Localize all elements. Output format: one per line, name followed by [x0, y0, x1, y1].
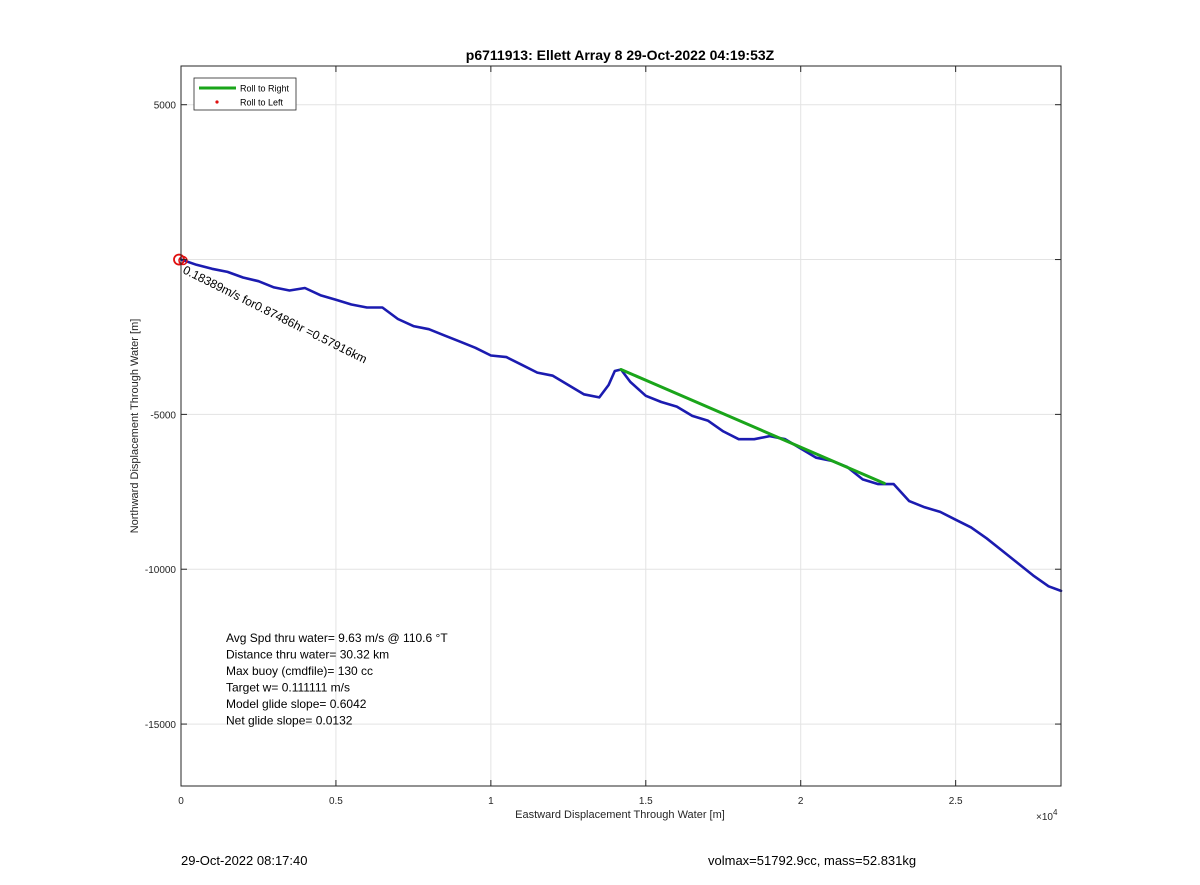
x-tick-label: 2.5: [949, 796, 963, 807]
stats-line: Net glide slope= 0.0132: [226, 714, 353, 728]
x-axis-exponent: ×104: [1036, 808, 1058, 823]
stats-block: Avg Spd thru water= 9.63 m/s @ 110.6 °T D…: [226, 631, 448, 728]
x-tick-label: 2: [798, 796, 804, 807]
chart-title: p6711913: Ellett Array 8 29-Oct-2022 04:…: [466, 47, 775, 63]
grid-lines: [180, 66, 1061, 786]
x-axis-exponent-power: 4: [1053, 808, 1058, 817]
y-tick-label: -5000: [150, 410, 176, 421]
track-annotation: 0.18389m/s for0.87486hr =0.57916km: [181, 263, 370, 366]
legend-box: [193, 77, 297, 111]
x-axis-exponent-base: ×10: [1036, 812, 1053, 823]
footer-timestamp: 29-Oct-2022 08:17:40: [181, 853, 308, 868]
y-tick-label: -10000: [145, 565, 177, 576]
stats-line: Model glide slope= 0.6042: [226, 697, 367, 711]
stats-line: Distance thru water= 30.32 km: [226, 648, 389, 662]
x-tick-label: 1.5: [639, 796, 653, 807]
stats-line: Avg Spd thru water= 9.63 m/s @ 110.6 °T: [226, 631, 448, 645]
x-axis-label: Eastward Displacement Through Water [m]: [515, 809, 725, 821]
x-tick-label: 1: [488, 796, 494, 807]
series-line-roll-to-right: [619, 368, 886, 485]
axes-box: [180, 65, 1062, 787]
legend-swatch-point: [215, 100, 219, 104]
y-tick-label: 5000: [154, 101, 177, 112]
legend-label: Roll to Right: [240, 84, 290, 94]
start-marker: [178, 255, 188, 266]
footer-summary: volmax=51792.9cc, mass=52.831kg: [708, 853, 917, 868]
axis-ticks: 0 0.5 1 1.5 2 2.5 5000 -5000 -10000 -15000: [145, 66, 1061, 807]
x-tick-label: 0.5: [329, 796, 343, 807]
x-tick-label: 0: [178, 796, 184, 807]
stats-line: Target w= 0.111111 m/s: [226, 681, 350, 695]
series-line-track: [179, 258, 1063, 593]
stats-line: Max buoy (cmdfile)= 130 cc: [226, 664, 373, 678]
y-axis-label: Northward Displacement Through Water [m]: [129, 319, 141, 534]
legend-label: Roll to Left: [240, 98, 284, 108]
legend: Roll to Right Roll to Left: [193, 77, 297, 111]
y-tick-label: -15000: [145, 720, 177, 731]
series-lines: [179, 258, 1063, 593]
